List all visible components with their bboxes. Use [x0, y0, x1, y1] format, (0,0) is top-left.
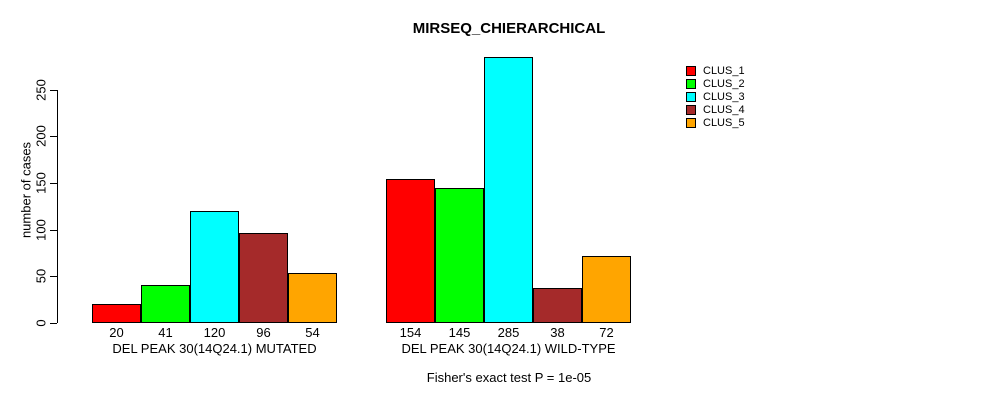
bar-value-label: 120	[203, 325, 226, 340]
legend-label-clus_3: CLUS_3	[703, 91, 745, 103]
y-tick-mark	[50, 183, 57, 184]
bar-value-label: 20	[109, 325, 124, 340]
y-tick-label: 200	[33, 125, 49, 148]
bar-clus_2-group1	[141, 284, 190, 323]
bar-clus_3-group1	[190, 211, 239, 323]
category-label-wild-type: DEL PEAK 30(14Q24.1) WILD-TYPE	[401, 341, 616, 356]
bar-value-label: 154	[399, 325, 422, 340]
legend-swatch-clus_1	[686, 66, 696, 76]
bar-clus_5-group2	[582, 255, 631, 323]
y-axis-title: number of cases	[18, 141, 34, 239]
legend-swatch-clus_4	[686, 105, 696, 115]
y-tick-mark	[50, 89, 57, 91]
y-tick-mark	[50, 229, 57, 231]
y-tick-label: 100	[33, 218, 49, 241]
y-tick-mark	[50, 276, 57, 278]
bar-value-label: 38	[550, 325, 565, 340]
bar-clus_1-group2	[386, 179, 435, 323]
bar-clus_4-group1	[239, 233, 288, 323]
legend-swatch-clus_5	[686, 118, 696, 128]
legend-label-clus_4: CLUS_4	[703, 104, 745, 116]
fisher-test-annotation: Fisher's exact test P = 1e-05	[426, 370, 592, 385]
y-tick-label: 250	[33, 78, 49, 101]
bar-clus_4-group2	[533, 287, 582, 323]
chart-title: MIRSEQ_CHIERARCHICAL	[412, 20, 606, 37]
legend-label-clus_5: CLUS_5	[703, 117, 745, 129]
bar-clus_1-group1	[92, 304, 141, 323]
y-tick-label: 0	[33, 319, 49, 327]
bar-clus_2-group2	[435, 187, 484, 323]
y-axis-line	[57, 89, 58, 323]
bar-value-label: 72	[599, 325, 614, 340]
bar-value-label: 145	[448, 325, 471, 340]
bar-value-label: 285	[497, 325, 520, 340]
bar-value-label: 41	[158, 325, 173, 340]
bar-clus_5-group1	[288, 272, 337, 323]
y-tick-mark	[50, 136, 57, 138]
y-tick-label: 50	[33, 269, 49, 284]
legend-label-clus_1: CLUS_1	[703, 65, 745, 77]
bar-value-label: 54	[305, 325, 320, 340]
legend-swatch-clus_2	[686, 79, 696, 89]
bar-value-label: 96	[256, 325, 271, 340]
bar-clus_3-group2	[484, 57, 533, 323]
legend-label-clus_2: CLUS_2	[703, 78, 745, 90]
y-tick-label: 150	[33, 172, 49, 194]
y-tick-mark	[50, 323, 57, 324]
legend-swatch-clus_3	[686, 92, 696, 102]
category-label-mutated: DEL PEAK 30(14Q24.1) MUTATED	[112, 341, 317, 356]
